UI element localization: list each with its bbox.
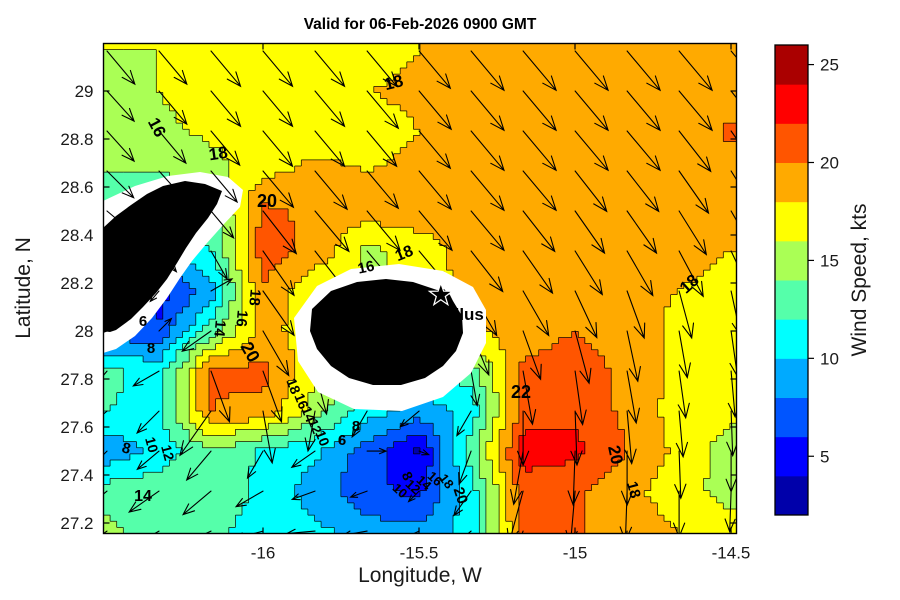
colorbar-band <box>775 397 808 438</box>
contour-label: 14 <box>210 319 228 338</box>
gran-canaria-island-shape <box>310 279 463 385</box>
colorbar-band <box>775 45 808 85</box>
contour-label: 18 <box>283 376 304 397</box>
contour-label: 8 <box>147 340 155 357</box>
contour-label: 10 <box>142 435 162 454</box>
contour-label: 16 <box>356 258 376 278</box>
y-tick-label: 27.2 <box>60 514 93 533</box>
contour-label: 14 <box>298 404 319 425</box>
field-band-22-24kts <box>518 429 586 473</box>
colorbar-ticks: 5 10 15 20 25 <box>808 56 839 466</box>
field-band-12-14kts <box>103 172 487 534</box>
colorbar-band <box>775 475 808 516</box>
island-tenerife <box>103 172 243 353</box>
field-band-4-6kts <box>143 282 434 498</box>
tenerife-island-shape <box>103 181 222 332</box>
contour-label: 8 <box>352 418 360 435</box>
station-star-icon <box>427 281 455 307</box>
y-tick-label: 27.4 <box>60 466 93 485</box>
colorbar-band <box>775 240 808 281</box>
y-tick-label: 27.8 <box>60 370 93 389</box>
colorbar-tick-label: 20 <box>820 154 839 173</box>
x-axis-label: Longitude, W <box>358 564 482 587</box>
colorbar-tick-label: 5 <box>820 447 829 466</box>
colorbar-band <box>775 280 808 320</box>
colorbar-band <box>775 201 808 242</box>
contour-label: 18 <box>623 480 644 501</box>
contour-label: 18 <box>208 143 229 164</box>
contour-label: 12 <box>306 417 325 436</box>
contour-label: 18 <box>393 243 416 265</box>
colorbar-band <box>775 319 808 359</box>
y-tick-label: 28 <box>75 322 94 341</box>
field-band-8-10kts <box>103 251 460 534</box>
y-tick-label: 28.8 <box>60 130 93 149</box>
contour-label: 20 <box>450 485 471 506</box>
field-band-20-22kts <box>209 123 737 534</box>
y-tick-label: 28.4 <box>60 226 93 245</box>
axes-frame <box>102 42 738 535</box>
contour-label: 14 <box>134 488 152 505</box>
colorbar-tick-label: 25 <box>820 56 839 75</box>
y-tick-label: 29 <box>75 82 94 101</box>
contour-label: 22 <box>511 382 531 402</box>
station-marker-group: Nautilus <box>417 281 484 324</box>
x-tick-label: -16 <box>251 544 276 563</box>
colorbar-tick-label: 10 <box>820 349 839 368</box>
contour-label: 20 <box>257 191 277 211</box>
colorbar-label: Wind Speed, kts <box>848 204 871 357</box>
colorbar-band <box>775 436 808 477</box>
contour-label: 18 <box>382 71 405 94</box>
axis-ticks <box>103 43 737 534</box>
colorbar-band <box>775 123 808 163</box>
field-band-2-4kts <box>413 447 421 455</box>
quiver-arrow-path <box>103 50 737 534</box>
x-tick-label: -15.5 <box>400 544 439 563</box>
colorbar-tick-label: 15 <box>820 251 839 270</box>
colorbar-band <box>775 84 808 124</box>
x-tick-label: -14.5 <box>712 544 751 563</box>
field-band-6-8kts <box>103 270 441 522</box>
wind-quiver-arrows <box>103 50 737 534</box>
contour-label: 16 <box>232 309 250 327</box>
x-tick-label: -15 <box>563 544 588 563</box>
contour-label: 20 <box>604 444 627 466</box>
y-axis-label: Latitude, N <box>12 237 35 339</box>
y-tick-label: 27.6 <box>60 418 93 437</box>
contour-label: 16 <box>291 391 312 412</box>
axes: -16 -15.5 -15 -14.5 29 28.8 28.6 28.4 28.2 28 27.8… <box>12 16 750 587</box>
contour-label: 6 <box>139 313 147 330</box>
colorbar-bands <box>775 45 808 516</box>
y-tick-label: 28.2 <box>60 274 93 293</box>
chart-title: Valid for 06-Feb-2026 0900 GMT <box>304 16 537 33</box>
axis-tick-labels: -16 -15.5 -15 -14.5 29 28.8 28.6 28.4 28.2 28 27.8… <box>60 82 750 563</box>
contour-label: 10 <box>312 428 333 449</box>
colorbar-band <box>775 162 808 203</box>
station-name-label: Nautilus <box>417 305 484 324</box>
colorbar: 5 10 15 20 25 Wind Speed, kts <box>774 44 871 516</box>
y-tick-label: 28.6 <box>60 178 93 197</box>
contour-label: 18 <box>245 288 263 306</box>
contour-label: 6 <box>338 432 346 449</box>
contour-label: 12 <box>158 443 178 462</box>
colorbar-frame <box>774 44 809 516</box>
colorbar-band <box>775 358 808 398</box>
